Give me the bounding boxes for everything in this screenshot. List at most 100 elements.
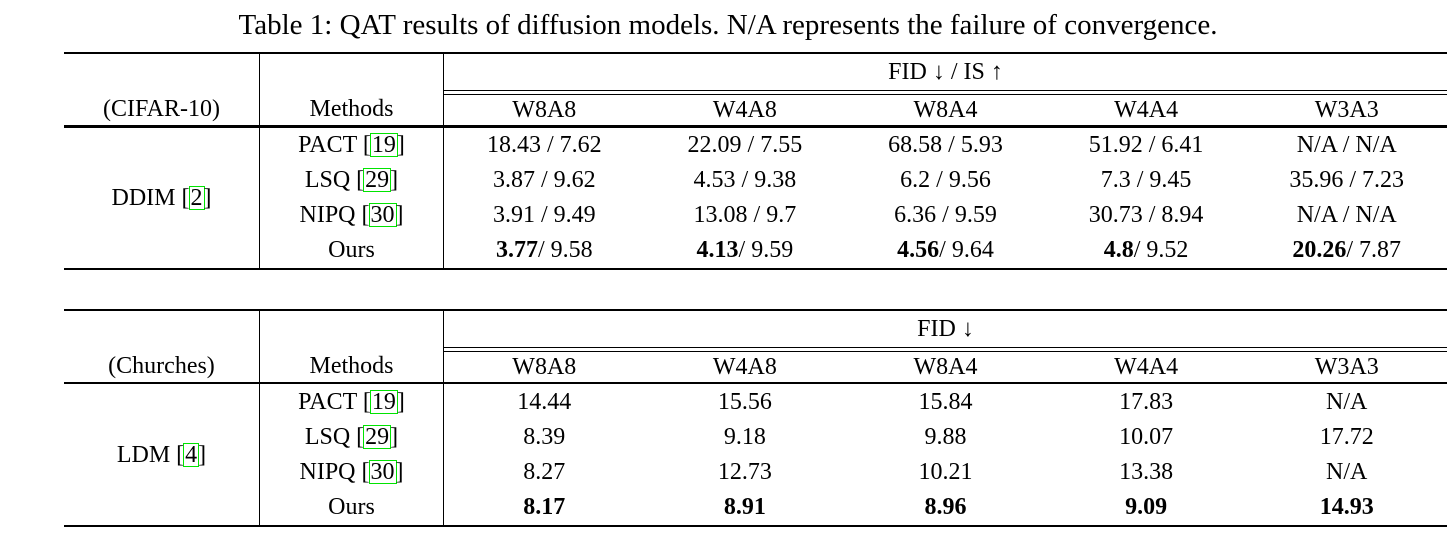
value-text: 12.73 (717, 459, 772, 486)
value-text: 30.73 / 8.94 (1088, 202, 1204, 229)
value-text: 7.3 / 9.45 (1100, 167, 1192, 194)
value-cell: 7.3 / 9.45 (1046, 163, 1247, 198)
best-value: 8.91 (723, 494, 766, 521)
citation-link[interactable]: 19 (369, 388, 398, 415)
citation-link[interactable]: 19 (369, 132, 398, 158)
dataset-label: (Churches) (64, 310, 260, 382)
value-cell: 18.43 / 7.62 (444, 128, 645, 163)
value-text: / 9.59 (738, 237, 794, 264)
method-label: Ours (260, 232, 444, 268)
method-label: LSQ [29] (260, 162, 444, 198)
label-text: LSQ [ (304, 424, 365, 451)
value-text: 8.27 (523, 459, 566, 486)
value-cell: N/A (1246, 384, 1447, 419)
best-value: 3.77 (495, 237, 538, 264)
value-text: 17.72 (1319, 424, 1374, 451)
citation-link[interactable]: 29 (363, 167, 392, 194)
method-label: NIPQ [30] (260, 454, 444, 490)
best-value: 14.93 (1319, 494, 1374, 521)
churches-results-table: (Churches) Methods FID ↓ W8A8 W4A8 W8A4 W4A4 W3… (64, 308, 1447, 527)
label-text: LSQ [ (304, 167, 365, 194)
value-cell: 3.87 / 9.62 (444, 163, 645, 198)
value-cell: 8.17 (444, 490, 645, 525)
value-text: 14.44 (517, 388, 572, 415)
citation-link[interactable]: 30 (368, 459, 397, 486)
label-text: Ours (328, 237, 375, 264)
label-text: Ours (328, 494, 375, 521)
value-cell: 4.8 / 9.52 (1046, 233, 1247, 268)
value-cell: 6.36 / 9.59 (845, 198, 1046, 233)
metric-double-rule (444, 90, 1447, 95)
model-label: LDM [4] (64, 384, 260, 525)
value-text: 9.18 (723, 424, 766, 451)
value-cell: 4.13 / 9.59 (645, 233, 846, 268)
value-text: 9.88 (924, 424, 967, 451)
bitwidth-header: W8A8 (512, 353, 577, 380)
method-label: LSQ [29] (260, 419, 444, 455)
label-text: PACT [ (298, 132, 371, 159)
value-cell: 14.93 (1246, 490, 1447, 525)
value-cell: 30.73 / 8.94 (1046, 198, 1247, 233)
value-text: 68.58 / 5.93 (888, 132, 1003, 159)
label-text: ] (198, 441, 207, 468)
value-text: 13.38 (1119, 459, 1174, 486)
method-label: NIPQ [30] (260, 197, 444, 233)
label-text: NIPQ [ (299, 459, 370, 486)
bitwidth-header: W4A8 (712, 353, 777, 380)
value-cell: 13.38 (1046, 455, 1247, 490)
value-text: / 7.87 (1346, 237, 1402, 264)
value-cell: 3.91 / 9.49 (444, 198, 645, 233)
value-text: 15.56 (717, 388, 772, 415)
value-cell: 8.39 (444, 419, 645, 454)
label-text: ] (395, 459, 404, 486)
best-value: 4.13 (696, 237, 739, 264)
value-cell: 14.44 (444, 384, 645, 419)
label-text: ] (390, 167, 399, 194)
method-label: PACT [19] (260, 384, 444, 420)
value-cell: N/A / N/A (1246, 128, 1447, 163)
metric-header: FID ↓ (917, 315, 974, 342)
value-cell: 3.77 / 9.58 (444, 233, 645, 268)
citation-link[interactable]: 30 (368, 202, 397, 229)
value-cell: 15.84 (845, 384, 1046, 419)
value-cell: 8.91 (645, 490, 846, 525)
bitwidth-header: W4A4 (1114, 97, 1179, 123)
value-cell: 4.53 / 9.38 (645, 163, 846, 198)
value-cell: 22.09 / 7.55 (645, 128, 846, 163)
value-cell: 12.73 (645, 455, 846, 490)
value-cell: 4.56 / 9.64 (845, 233, 1046, 268)
value-text: 6.36 / 9.59 (894, 202, 997, 229)
value-text: N/A / N/A (1296, 202, 1397, 229)
value-text: / 9.64 (939, 237, 994, 264)
value-cell: 13.08 / 9.7 (645, 198, 846, 233)
best-value: 20.26 (1292, 237, 1347, 264)
value-text: 10.21 (918, 459, 973, 486)
value-text: / 9.52 (1133, 237, 1189, 264)
model-label: DDIM [2] (64, 127, 260, 268)
value-text: 51.92 / 6.41 (1088, 132, 1204, 159)
table-gap (0, 270, 1456, 309)
value-cell: 68.58 / 5.93 (845, 128, 1046, 163)
value-cell: 9.09 (1046, 490, 1247, 525)
value-cell: 9.18 (645, 419, 846, 454)
methods-column-header: Methods (260, 54, 444, 125)
method-label: PACT [19] (260, 127, 444, 163)
header-body-rule (64, 381, 1447, 385)
methods-column-header: Methods (260, 310, 444, 382)
value-cell: 6.2 / 9.56 (845, 163, 1046, 198)
best-value: 4.56 (897, 237, 940, 264)
citation-link[interactable]: 29 (363, 423, 392, 450)
label-text: ] (396, 388, 405, 415)
bitwidth-header: W8A4 (913, 353, 978, 380)
bitwidth-header: W8A8 (512, 97, 577, 123)
value-text: 35.96 / 7.23 (1289, 167, 1405, 194)
value-text: 3.87 / 9.62 (492, 167, 596, 194)
value-cell: 8.27 (444, 455, 645, 490)
citation-link[interactable]: 4 (183, 441, 200, 468)
value-text: 3.91 / 9.49 (492, 202, 596, 229)
value-cell: 51.92 / 6.41 (1046, 128, 1247, 163)
value-text: 8.39 (523, 424, 566, 451)
citation-link[interactable]: 2 (188, 184, 205, 211)
best-value: 9.09 (1125, 494, 1168, 521)
bitwidth-header: W4A8 (712, 97, 777, 123)
